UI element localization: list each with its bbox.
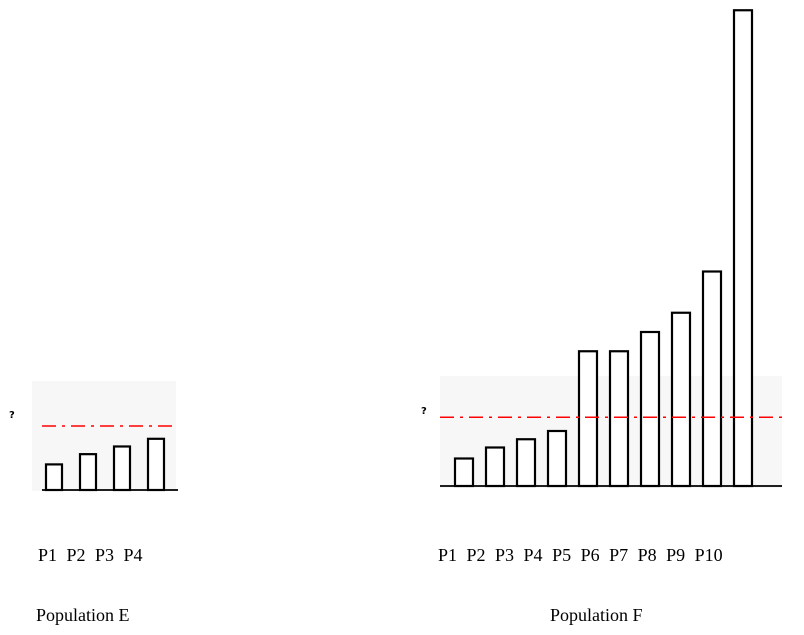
tick-label: P9 — [666, 545, 686, 565]
tick-label: P3 — [495, 545, 515, 565]
bar-p2 — [484, 446, 506, 488]
tick-label: P10 — [694, 545, 723, 565]
population-f-category-labels: P1 P2 P3 P4 P5 P6 P7 P8 P9 P10 — [438, 545, 723, 566]
bar-p6 — [608, 350, 630, 488]
tick-label: P6 — [580, 545, 600, 565]
tick-label: P4 — [523, 545, 543, 565]
population-f-title: Population F — [550, 605, 643, 625]
bar-p1 — [44, 463, 64, 492]
bar-p1 — [453, 457, 475, 488]
threshold-label: ? — [9, 410, 15, 421]
tick-label: P7 — [609, 545, 629, 565]
tick-label: P1 — [438, 545, 458, 565]
tick-label: P2 — [66, 545, 86, 565]
bar-p8 — [670, 311, 692, 488]
bar-p3 — [112, 445, 132, 492]
population-e-chart: ? — [9, 381, 178, 492]
tick-label: P4 — [123, 545, 143, 565]
population-e-category-labels: P1 P2 P3 P4 — [38, 545, 143, 566]
bar-p4 — [546, 429, 568, 488]
tick-label: P8 — [637, 545, 657, 565]
bar-p9 — [701, 270, 723, 488]
tick-label: P1 — [38, 545, 58, 565]
population-f-chart: ? — [421, 9, 782, 488]
bar-p5 — [577, 350, 599, 488]
population-e-title: Population E — [36, 605, 130, 625]
bar-p7 — [639, 330, 661, 488]
tick-label: P2 — [466, 545, 486, 565]
threshold-label: ? — [421, 406, 427, 417]
bar-p10 — [732, 9, 754, 488]
bar-p4 — [146, 437, 166, 492]
tick-label: P5 — [552, 545, 572, 565]
bar-p3 — [515, 438, 537, 488]
tick-label: P3 — [95, 545, 115, 565]
bar-p2 — [78, 453, 98, 492]
